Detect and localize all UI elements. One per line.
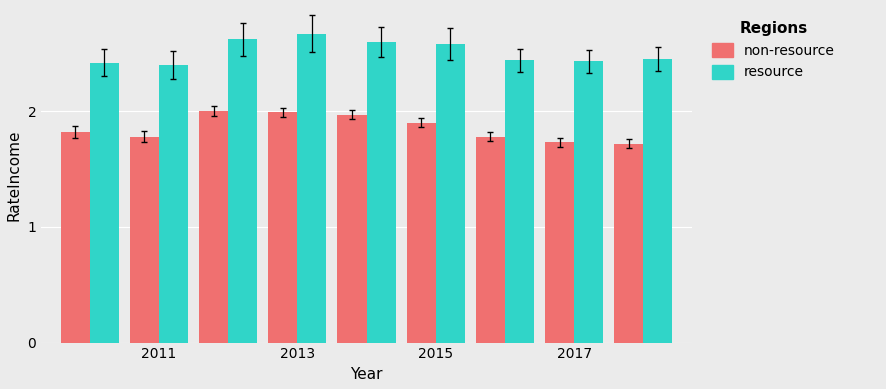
Bar	[545, 142, 573, 343]
Bar	[159, 65, 188, 343]
Bar	[129, 137, 159, 343]
Legend: non-resource, resource: non-resource, resource	[704, 14, 841, 86]
Bar	[337, 115, 366, 343]
Y-axis label: RateIncome: RateIncome	[7, 129, 22, 221]
Bar	[435, 44, 464, 343]
Bar	[268, 112, 297, 343]
Bar	[476, 137, 504, 343]
X-axis label: Year: Year	[350, 367, 383, 382]
Bar	[228, 39, 257, 343]
Bar	[573, 61, 602, 343]
Bar	[504, 60, 533, 343]
Bar	[198, 111, 228, 343]
Bar	[366, 42, 395, 343]
Bar	[297, 33, 326, 343]
Bar	[614, 144, 642, 343]
Bar	[407, 123, 435, 343]
Bar	[89, 63, 119, 343]
Bar	[642, 59, 672, 343]
Bar	[60, 132, 89, 343]
